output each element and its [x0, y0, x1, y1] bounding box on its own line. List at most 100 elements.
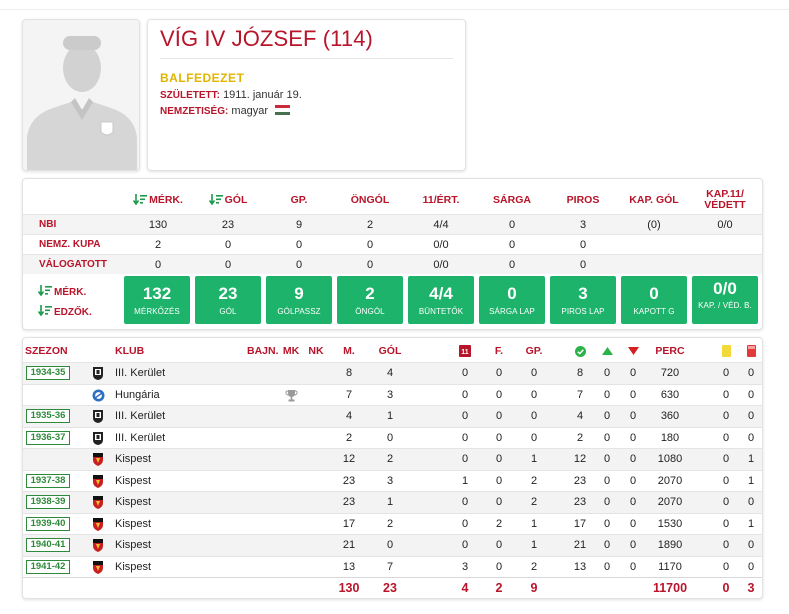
loss-down-icon[interactable] — [623, 338, 643, 364]
nationality-line: NEMZETISÉG: magyar — [160, 105, 453, 117]
sort-icon — [38, 285, 54, 298]
kispest-club-logo-icon[interactable] — [92, 474, 104, 488]
season-cell: 1 — [747, 474, 755, 487]
kerulet-club-logo-icon[interactable] — [92, 410, 104, 423]
season-cell: 0 — [747, 388, 755, 401]
club-name-link[interactable]: Hungária — [115, 388, 160, 401]
nationality-label: NEMZETISÉG: — [160, 106, 229, 117]
yellow-card-icon[interactable] — [716, 338, 736, 364]
season-link[interactable]: 1934-35 — [26, 366, 70, 380]
season-header-f[interactable]: F. — [494, 345, 504, 357]
season-cell: 4 — [386, 367, 394, 379]
stat-tile-label: SÁRGA LAP — [489, 307, 535, 316]
season-header-m[interactable]: M. — [343, 345, 355, 357]
season-cell: 0 — [495, 388, 503, 401]
season-cell: 0 — [461, 496, 469, 508]
season-cell: 720 — [660, 367, 680, 379]
kispest-club-logo-icon[interactable] — [92, 539, 104, 552]
summary-cell: 0 — [366, 239, 374, 251]
season-link[interactable]: 1941-42 — [26, 559, 70, 574]
season-header-club[interactable]: KLUB — [115, 345, 145, 357]
kerulet-club-logo-icon[interactable] — [92, 367, 104, 380]
season-table: SZEZON KLUB BAJN. MK NK M. GÓL F. GP. PERC 11 1934-… — [22, 337, 763, 599]
draw-up-icon[interactable] — [597, 338, 617, 364]
season-cell: 0 — [461, 388, 469, 401]
summary-cell: 0 — [366, 259, 374, 271]
season-cell: 1 — [530, 517, 538, 530]
summary-cell — [619, 235, 689, 255]
birth-label: SZÜLETETT: — [160, 90, 220, 101]
stat-tile-label: GÓL — [219, 307, 237, 316]
stat-tile-value: 0 — [649, 284, 659, 303]
season-link[interactable]: 1938-39 — [26, 495, 70, 509]
season-link[interactable]: 1940-41 — [26, 538, 70, 552]
club-name-link[interactable]: Kispest — [115, 539, 152, 551]
club-name-link[interactable]: III. Kerület — [115, 367, 166, 379]
club-name-link[interactable]: Kispest — [115, 517, 152, 530]
kispest-club-logo-icon[interactable] — [92, 560, 104, 574]
season-cell: 1 — [530, 453, 538, 465]
kispest-club-logo-icon[interactable] — [92, 517, 104, 531]
season-cell: 12 — [342, 453, 356, 465]
season-cell: 8 — [576, 367, 584, 379]
summary-cell: 0/0 — [433, 259, 449, 271]
season-cell: 360 — [660, 410, 680, 422]
stat-tile: 4/4 BÜNTETŐK — [408, 276, 474, 324]
season-link[interactable]: 1936-37 — [26, 430, 70, 445]
summary-header-label: PIROS — [566, 193, 600, 206]
season-cell: 1 — [530, 539, 538, 551]
summary-header-1[interactable]: GÓL — [193, 183, 263, 217]
season-header-gp[interactable]: GP. — [525, 345, 543, 357]
club-name-link[interactable]: III. Kerület — [115, 431, 166, 444]
summary-header-label: 11/ÉRT. — [422, 193, 460, 206]
season-cell: 0 — [722, 431, 730, 444]
hungaria-club-logo-icon[interactable] — [92, 389, 105, 402]
summary-header-label: KAP. GÓL — [629, 193, 679, 206]
season-link[interactable]: 1937-38 — [26, 473, 70, 488]
stat-tile: 3 PIROS LAP — [550, 276, 616, 324]
stat-tile-label: ÖNGÓL — [355, 307, 385, 316]
season-cell: 0 — [722, 517, 730, 530]
kispest-club-logo-icon[interactable] — [92, 453, 104, 466]
summary-header-7: KAP. GÓL — [619, 183, 689, 217]
season-row: Hungária 7 3 0 0 0 7 0 0 630 0 0 — [23, 383, 762, 406]
win-icon[interactable] — [570, 338, 590, 364]
stat-tile: 23 GÓL — [195, 276, 261, 324]
season-cell: 0 — [461, 453, 469, 465]
season-cell: 0 — [747, 560, 755, 573]
kerulet-club-logo-icon[interactable] — [92, 431, 104, 445]
sort-by-0[interactable]: MÉRK. — [38, 285, 86, 298]
stat-tile-label: PIROS LAP — [561, 307, 605, 316]
season-header-season[interactable]: SZEZON — [25, 345, 68, 357]
season-link[interactable]: 1939-40 — [26, 516, 70, 531]
club-name-link[interactable]: Kispest — [115, 560, 152, 573]
season-header-mk[interactable]: MK — [282, 345, 300, 357]
summary-cell: 23 — [221, 219, 235, 231]
kispest-club-logo-icon[interactable] — [92, 496, 104, 509]
season-header-bajn[interactable]: BAJN. — [247, 345, 279, 357]
summary-header-0[interactable]: MÉRK. — [123, 183, 193, 217]
club-name-link[interactable]: Kispest — [115, 496, 152, 508]
season-cell: 0 — [747, 496, 755, 508]
club-name-link[interactable]: Kispest — [115, 474, 152, 487]
player-position: BALFEDEZET — [160, 71, 245, 85]
season-cell: 13 — [573, 560, 587, 573]
sort-by-1[interactable]: EDZŐK. — [38, 305, 92, 318]
season-header-nk[interactable]: NK — [308, 345, 324, 357]
red-card-icon[interactable] — [741, 338, 761, 364]
svg-text:11: 11 — [461, 349, 469, 356]
season-link[interactable]: 1935-36 — [26, 409, 70, 423]
season-cell: 0 — [629, 388, 637, 401]
summary-cell: 0/0 — [717, 219, 733, 231]
summary-row: NBI 130 23 9 2 4/4 0 3 (0) 0/0 — [23, 214, 762, 234]
summary-cell: 0 — [508, 219, 516, 231]
season-header-perc[interactable]: PERC — [655, 345, 685, 357]
summary-cell: 0 — [508, 239, 516, 251]
stat-tile-label: KAPOTT G — [633, 307, 675, 316]
season-header-gol[interactable]: GÓL — [378, 345, 402, 357]
club-name-link[interactable]: Kispest — [115, 453, 152, 465]
stat-tile-label: KAP. / VÉD. B. — [698, 301, 752, 310]
penalty-icon[interactable]: 11 — [455, 338, 475, 364]
stat-tile: 9 GÓLPASSZ — [266, 276, 332, 324]
club-name-link[interactable]: III. Kerület — [115, 410, 166, 422]
